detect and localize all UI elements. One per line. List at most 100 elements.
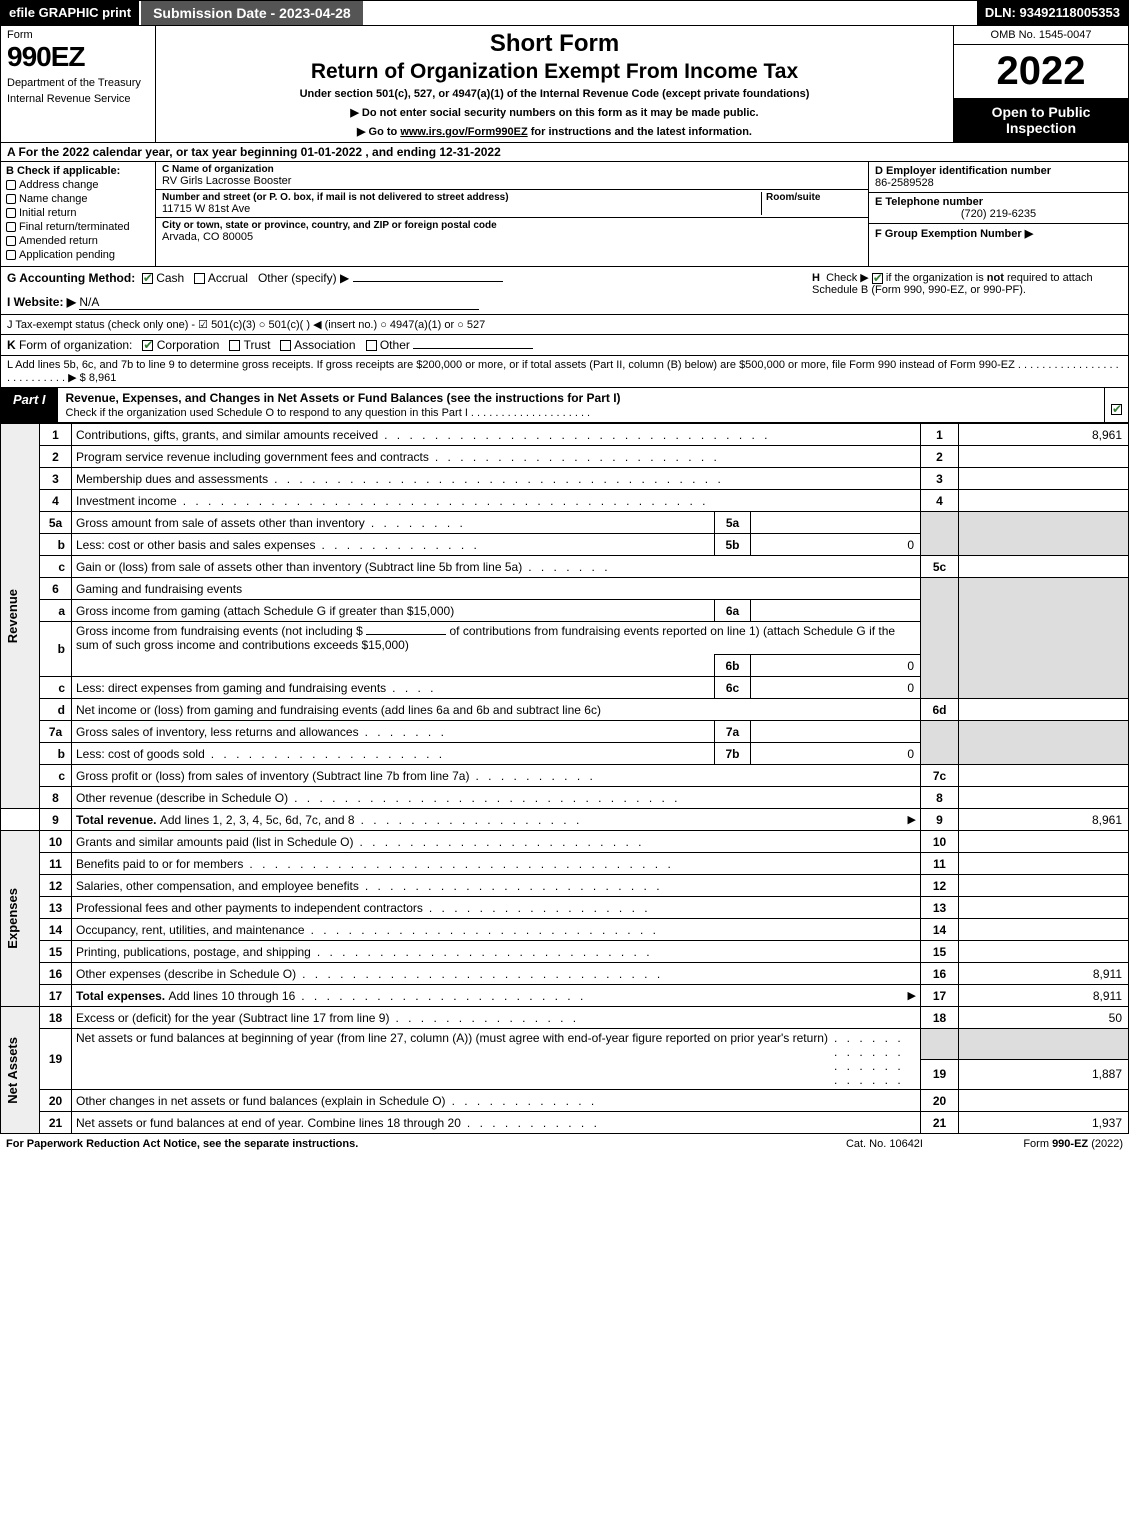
dept-treasury: Department of the Treasury	[7, 77, 149, 89]
chk-association[interactable]	[280, 340, 291, 351]
line-8-value	[959, 787, 1129, 809]
line-19-text: 19 Net assets or fund balances at beginn…	[1, 1029, 1129, 1060]
line-13-value	[959, 897, 1129, 919]
line-14: 14 Occupancy, rent, utilities, and maint…	[1, 919, 1129, 941]
line-9: 9 Total revenue. Add lines 1, 2, 3, 4, 5…	[1, 809, 1129, 831]
line-12: 12 Salaries, other compensation, and emp…	[1, 875, 1129, 897]
c-room-hdr: Room/suite	[766, 192, 862, 203]
line-13: 13 Professional fees and other payments …	[1, 897, 1129, 919]
irs-link[interactable]: www.irs.gov/Form990EZ	[400, 126, 527, 138]
line-5a-value	[751, 512, 921, 534]
line-11: 11 Benefits paid to or for members. . . …	[1, 853, 1129, 875]
line-17-value: 8,911	[959, 985, 1129, 1007]
chk-application-pending[interactable]: Application pending	[6, 249, 150, 261]
line-7c: c Gross profit or (loss) from sales of i…	[1, 765, 1129, 787]
ghi-block: G Accounting Method: Cash Accrual Other …	[0, 267, 1129, 315]
chk-initial-return[interactable]: Initial return	[6, 207, 150, 219]
line-20: 20 Other changes in net assets or fund b…	[1, 1090, 1129, 1112]
chk-schedule-b[interactable]	[872, 273, 883, 284]
line-5a: 5a Gross amount from sale of assets othe…	[1, 512, 1129, 534]
6b-amount-input[interactable]	[366, 634, 446, 635]
cat-no: Cat. No. 10642I	[846, 1138, 923, 1150]
other-org-input[interactable]	[413, 348, 533, 349]
side-netassets: Net Assets	[1, 1007, 40, 1134]
line-11-value	[959, 853, 1129, 875]
other-method-input[interactable]	[353, 281, 503, 282]
chk-cash[interactable]	[142, 273, 153, 284]
col-b-checkboxes: B Check if applicable: Address change Na…	[1, 162, 156, 266]
side-revenue: Revenue	[1, 424, 40, 809]
chk-final-return[interactable]: Final return/terminated	[6, 221, 150, 233]
part1-title: Revenue, Expenses, and Changes in Net As…	[58, 388, 1104, 422]
line-4-value	[959, 490, 1129, 512]
c-city-row: City or town, state or province, country…	[156, 218, 868, 245]
chk-corporation[interactable]	[142, 340, 153, 351]
row-l-gross-receipts: L Add lines 5b, 6c, and 7b to line 9 to …	[0, 356, 1129, 388]
c-street-row: Number and street (or P. O. box, if mail…	[156, 190, 868, 218]
chk-name-change[interactable]: Name change	[6, 193, 150, 205]
chk-address-change[interactable]: Address change	[6, 179, 150, 191]
line-4: 4 Investment income. . . . . . . . . . .…	[1, 490, 1129, 512]
line-9-value: 8,961	[959, 809, 1129, 831]
line-6c-value: 0	[751, 677, 921, 699]
website-value: N/A	[79, 295, 479, 310]
bcdef-block: B Check if applicable: Address change Na…	[0, 162, 1129, 267]
line-12-value	[959, 875, 1129, 897]
open-to-public: Open to Public Inspection	[954, 98, 1128, 142]
side-expenses: Expenses	[1, 831, 40, 1007]
part1-tag: Part I	[1, 388, 58, 422]
line-5c: c Gain or (loss) from sale of assets oth…	[1, 556, 1129, 578]
subtitle: Under section 501(c), 527, or 4947(a)(1)…	[164, 88, 945, 100]
chk-trust[interactable]	[229, 340, 240, 351]
chk-other-org[interactable]	[366, 340, 377, 351]
e-phone-row: E Telephone number (720) 219-6235	[869, 193, 1128, 224]
line-6: 6 Gaming and fundraising events	[1, 578, 1129, 600]
line-15: 15 Printing, publications, postage, and …	[1, 941, 1129, 963]
line-10: Expenses 10 Grants and similar amounts p…	[1, 831, 1129, 853]
instruct-ssn: ▶ Do not enter social security numbers o…	[164, 106, 945, 119]
org-street: 11715 W 81st Ave	[162, 203, 757, 215]
c-street-hdr: Number and street (or P. O. box, if mail…	[162, 192, 757, 203]
efile-print-label[interactable]: efile GRAPHIC print	[1, 1, 139, 25]
row-k-form-org: K Form of organization: Corporation Trus…	[0, 335, 1129, 356]
part1-header: Part I Revenue, Expenses, and Changes in…	[0, 388, 1129, 423]
header-left: Form 990EZ Department of the Treasury In…	[1, 26, 156, 142]
line-6d: d Net income or (loss) from gaming and f…	[1, 699, 1129, 721]
form-label: Form	[7, 29, 149, 41]
dln-label: DLN: 93492118005353	[977, 1, 1128, 25]
line-3-value	[959, 468, 1129, 490]
line-16: 16 Other expenses (describe in Schedule …	[1, 963, 1129, 985]
f-group-row: F Group Exemption Number ▶	[869, 224, 1128, 266]
line-5b-value: 0	[751, 534, 921, 556]
chk-amended-return[interactable]: Amended return	[6, 235, 150, 247]
c-name-hdr: C Name of organization	[162, 164, 862, 175]
chk-accrual[interactable]	[194, 273, 205, 284]
phone-value: (720) 219-6235	[875, 208, 1122, 220]
part1-table: Revenue 1 Contributions, gifts, grants, …	[0, 423, 1129, 1134]
line-16-value: 8,911	[959, 963, 1129, 985]
d-ein-hdr: D Employer identification number	[875, 165, 1122, 177]
omb-number: OMB No. 1545-0047	[954, 26, 1128, 45]
line-21-value: 1,937	[959, 1112, 1129, 1134]
header-center: Short Form Return of Organization Exempt…	[156, 26, 953, 142]
instruct-goto: ▶ Go to www.irs.gov/Form990EZ for instru…	[164, 125, 945, 138]
gross-receipts-value: 8,961	[89, 372, 117, 384]
i-website-label: I Website: ▶	[7, 295, 76, 309]
title-short-form: Short Form	[164, 30, 945, 58]
part1-schedule-o-chk[interactable]	[1104, 388, 1128, 422]
submission-date: Submission Date - 2023-04-28	[139, 1, 363, 25]
line-1: Revenue 1 Contributions, gifts, grants, …	[1, 424, 1129, 446]
line-21: 21 Net assets or fund balances at end of…	[1, 1112, 1129, 1134]
topbar-spacer	[363, 1, 977, 25]
col-def: D Employer identification number 86-2589…	[868, 162, 1128, 266]
line-15-value	[959, 941, 1129, 963]
c-city-hdr: City or town, state or province, country…	[162, 220, 862, 231]
h-block: H Check ▶ if the organization is not req…	[802, 271, 1122, 310]
line-8: 8 Other revenue (describe in Schedule O)…	[1, 787, 1129, 809]
line-6d-value	[959, 699, 1129, 721]
line-6a-value	[751, 600, 921, 622]
line-18: Net Assets 18 Excess or (deficit) for th…	[1, 1007, 1129, 1029]
irs-label: Internal Revenue Service	[7, 93, 149, 105]
g-label: G Accounting Method:	[7, 271, 135, 285]
ein-value: 86-2589528	[875, 177, 1122, 189]
